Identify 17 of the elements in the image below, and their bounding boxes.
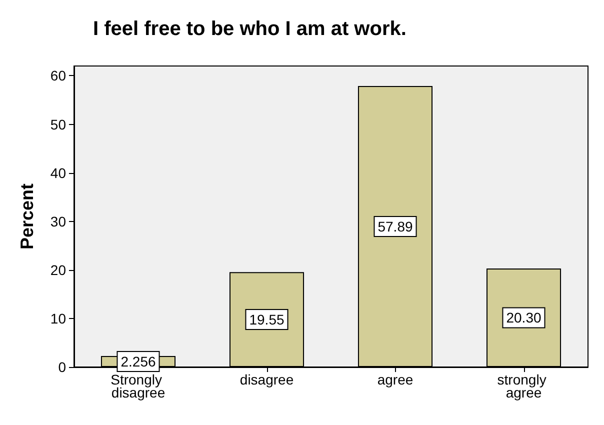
y-tick-label: 60 [50,68,66,84]
y-tick-label: 30 [50,213,66,230]
y-tick-label: 50 [50,116,66,132]
data-label: 19.55 [249,312,284,328]
y-tick-label: 20 [50,262,66,278]
x-tick-label: disagree [240,372,294,388]
y-axis-title: Percent [17,183,37,250]
y-tick-label: 40 [50,164,66,181]
y-tick-label: 0 [58,359,66,375]
data-label: 57.89 [378,218,413,234]
data-label: 2.256 [120,354,156,370]
data-label: 20.30 [506,310,542,326]
chart-title: I feel free to be who I am at work. [93,18,406,40]
x-tick-label: agree [377,372,414,388]
y-tick-label: 10 [50,310,66,326]
x-tick-label: Strongly disagree [110,372,166,400]
x-tick-label: strongly agree [497,372,550,400]
